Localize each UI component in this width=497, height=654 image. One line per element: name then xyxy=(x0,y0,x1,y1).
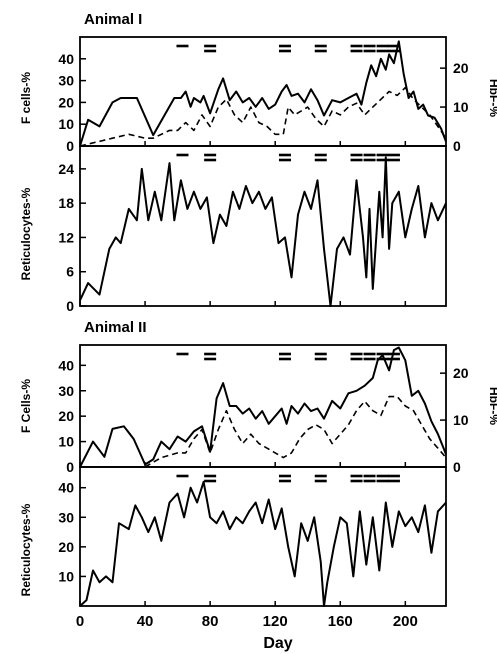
data-line-3 xyxy=(79,480,447,607)
y-tick-label: 40 xyxy=(58,480,74,496)
y-tick-label: 20 xyxy=(58,94,74,110)
data-line-2 xyxy=(79,346,447,468)
y-right-tick-label: 0 xyxy=(453,459,461,475)
x-tick-label: 40 xyxy=(137,613,154,630)
plot-frame xyxy=(79,36,447,147)
panel-1-ylabel: F cells-% xyxy=(19,72,33,124)
x-axis-label: Day xyxy=(263,635,292,652)
plot-frame xyxy=(79,145,447,307)
y-tick-label: 40 xyxy=(58,51,74,67)
y-tick-label: 0 xyxy=(66,298,74,314)
animal-1-fcells-panel: 0 10 20 30 40 0 10 20 xyxy=(58,36,469,154)
animal-1-reticulocytes-panel: 0 6 12 18 24 xyxy=(58,145,447,314)
animal-1-title: Animal I xyxy=(84,11,142,28)
hbf-line-2 xyxy=(144,395,447,468)
animal-2-reticulocytes-panel: 10 20 30 40 0 40 80 120 160 200 xyxy=(58,466,447,630)
data-line-1 xyxy=(79,156,447,307)
animal-2-fcells-panel: 0 10 20 30 40 0 10 20 xyxy=(58,344,469,475)
y-tick-label: 30 xyxy=(58,509,74,525)
y-tick-label: 40 xyxy=(58,357,74,373)
y-tick-label: 24 xyxy=(58,161,74,177)
y-tick-label: 0 xyxy=(66,138,74,154)
x-tick-label: 200 xyxy=(393,613,418,630)
y-tick-label: 0 xyxy=(66,459,74,475)
panel-1-ylabel-right: HbF-% xyxy=(487,79,497,117)
hbf-line-0 xyxy=(79,86,447,147)
y-tick-label: 6 xyxy=(66,264,74,280)
y-tick-label: 30 xyxy=(58,73,74,89)
panel-4-ylabel: Reticulocytes-% xyxy=(19,503,33,596)
y-tick-label: 10 xyxy=(58,568,74,584)
plot-frame xyxy=(79,466,447,607)
x-tick-label: 120 xyxy=(263,613,288,630)
y-right-tick-label: 10 xyxy=(453,99,469,115)
y-tick-label: 20 xyxy=(58,408,74,424)
x-tick-label: 0 xyxy=(76,613,84,630)
y-right-tick-label: 20 xyxy=(453,60,469,76)
y-right-tick-label: 10 xyxy=(453,412,469,428)
y-tick-label: 18 xyxy=(58,195,74,211)
y-tick-label: 30 xyxy=(58,383,74,399)
data-line-0 xyxy=(79,40,447,147)
panel-3-ylabel-right: HbF-% xyxy=(487,387,497,425)
x-tick-label: 80 xyxy=(202,613,219,630)
y-tick-label: 12 xyxy=(58,229,74,245)
y-tick-label: 10 xyxy=(58,434,74,450)
y-right-tick-label: 20 xyxy=(453,365,469,381)
y-right-tick-label: 0 xyxy=(453,138,461,154)
y-tick-label: 10 xyxy=(58,116,74,132)
x-tick-label: 160 xyxy=(328,613,353,630)
panel-2-ylabel: Reticulocytes-% xyxy=(19,187,33,280)
animal-2-title: Animal II xyxy=(84,319,147,336)
panel-3-ylabel: F Cells-% xyxy=(19,379,33,433)
y-tick-label: 20 xyxy=(58,539,74,555)
